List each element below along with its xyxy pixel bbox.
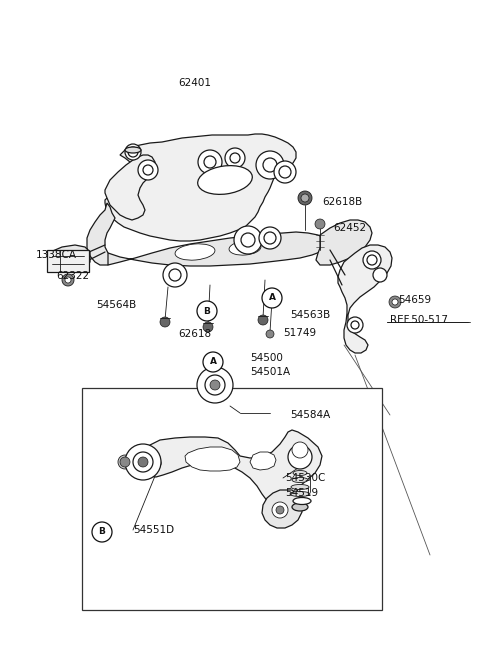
Circle shape (367, 255, 377, 265)
Circle shape (128, 147, 138, 157)
Circle shape (315, 219, 325, 229)
Text: 54530C: 54530C (285, 473, 325, 483)
Polygon shape (262, 490, 302, 528)
Text: 54500: 54500 (250, 353, 283, 363)
Circle shape (138, 457, 148, 467)
Circle shape (209, 359, 221, 371)
Polygon shape (250, 452, 276, 470)
Text: B: B (98, 527, 106, 537)
Ellipse shape (118, 455, 132, 469)
Circle shape (259, 227, 281, 249)
Circle shape (256, 151, 284, 179)
Ellipse shape (291, 485, 309, 489)
Text: 51749: 51749 (283, 328, 316, 338)
Circle shape (351, 321, 359, 329)
Text: 54584A: 54584A (290, 410, 330, 420)
Circle shape (65, 277, 71, 283)
Text: 54501A: 54501A (250, 367, 290, 377)
Bar (82, 388, 382, 610)
Text: 1338CA: 1338CA (36, 250, 77, 260)
Circle shape (203, 352, 223, 372)
Polygon shape (105, 134, 296, 241)
Ellipse shape (198, 165, 252, 194)
Ellipse shape (290, 491, 310, 497)
Circle shape (266, 330, 274, 338)
Circle shape (363, 251, 381, 269)
Polygon shape (137, 430, 322, 508)
Ellipse shape (129, 456, 157, 468)
Ellipse shape (293, 497, 311, 504)
Circle shape (120, 457, 130, 467)
Ellipse shape (175, 244, 215, 260)
Polygon shape (185, 447, 240, 471)
Circle shape (204, 156, 216, 168)
Circle shape (197, 301, 217, 321)
Circle shape (347, 317, 363, 333)
Circle shape (262, 288, 282, 308)
FancyBboxPatch shape (47, 250, 89, 272)
Polygon shape (338, 245, 392, 353)
Circle shape (138, 160, 158, 180)
Circle shape (392, 299, 398, 305)
Circle shape (125, 444, 161, 480)
Text: 62322: 62322 (56, 271, 89, 281)
Circle shape (292, 442, 308, 458)
Circle shape (373, 268, 387, 282)
Circle shape (160, 317, 170, 327)
Circle shape (203, 322, 213, 332)
Ellipse shape (293, 470, 307, 476)
Polygon shape (316, 220, 372, 265)
Ellipse shape (229, 241, 261, 255)
Circle shape (125, 144, 141, 160)
Circle shape (264, 232, 276, 244)
Polygon shape (105, 155, 155, 220)
Circle shape (288, 445, 312, 469)
Text: 54563B: 54563B (290, 310, 330, 320)
Text: B: B (204, 306, 210, 316)
Circle shape (198, 150, 222, 174)
Circle shape (263, 158, 277, 172)
Polygon shape (87, 203, 115, 265)
Text: REF.50-517: REF.50-517 (390, 315, 448, 325)
Ellipse shape (292, 503, 308, 511)
Circle shape (163, 263, 187, 287)
Circle shape (241, 233, 255, 247)
Circle shape (274, 161, 296, 183)
Text: 62401: 62401 (179, 78, 212, 88)
Circle shape (279, 166, 291, 178)
Text: 54551D: 54551D (133, 525, 174, 535)
Ellipse shape (125, 147, 141, 153)
Circle shape (210, 380, 220, 390)
Ellipse shape (292, 478, 308, 483)
Text: 54519: 54519 (285, 488, 318, 498)
Polygon shape (105, 232, 325, 266)
Circle shape (62, 274, 74, 286)
Circle shape (143, 165, 153, 175)
Circle shape (225, 148, 245, 168)
Circle shape (169, 269, 181, 281)
Text: 54564B: 54564B (96, 300, 136, 310)
Circle shape (272, 502, 288, 518)
Circle shape (258, 315, 268, 325)
Circle shape (298, 191, 312, 205)
Text: 54659: 54659 (398, 295, 431, 305)
Circle shape (301, 194, 309, 202)
Text: 62452: 62452 (333, 223, 366, 233)
Circle shape (230, 153, 240, 163)
Circle shape (276, 506, 284, 514)
Circle shape (234, 226, 262, 254)
Circle shape (133, 452, 153, 472)
Text: A: A (268, 293, 276, 302)
Ellipse shape (125, 453, 161, 471)
Polygon shape (48, 245, 90, 268)
Circle shape (205, 375, 225, 395)
Text: 62618B: 62618B (322, 197, 362, 207)
Circle shape (389, 296, 401, 308)
Text: A: A (209, 358, 216, 367)
Circle shape (197, 367, 233, 403)
Circle shape (92, 522, 112, 542)
Text: 62618: 62618 (178, 329, 211, 339)
